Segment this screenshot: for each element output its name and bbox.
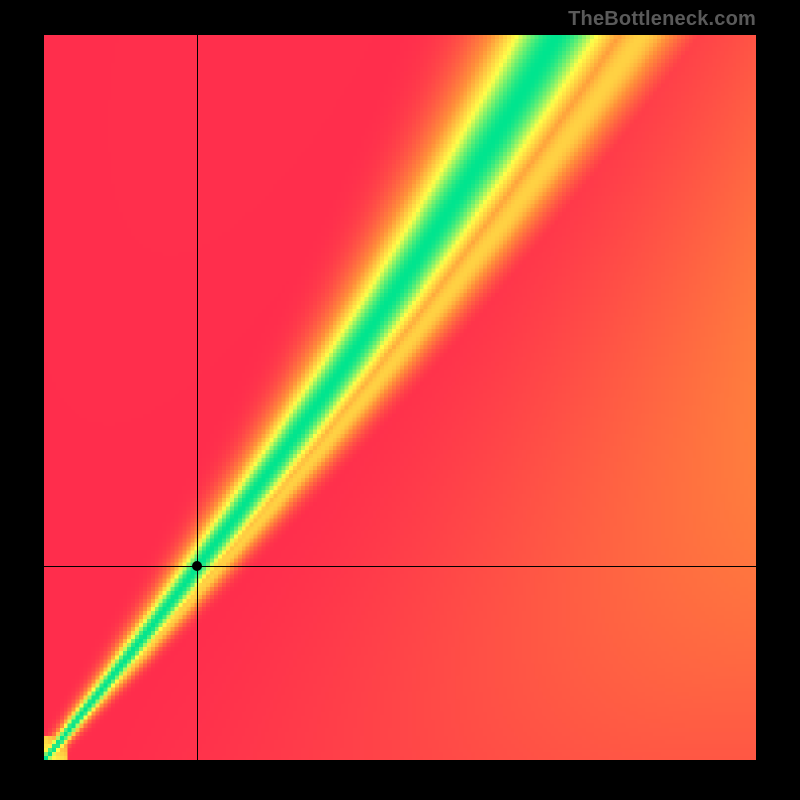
watermark-text: TheBottleneck.com xyxy=(568,8,756,31)
crosshair-vertical xyxy=(197,35,198,760)
bottleneck-heatmap xyxy=(44,35,756,760)
crosshair-horizontal xyxy=(44,566,756,567)
crosshair-marker xyxy=(192,561,202,571)
chart-container: { "watermark": { "text": "TheBottleneck.… xyxy=(0,0,800,800)
